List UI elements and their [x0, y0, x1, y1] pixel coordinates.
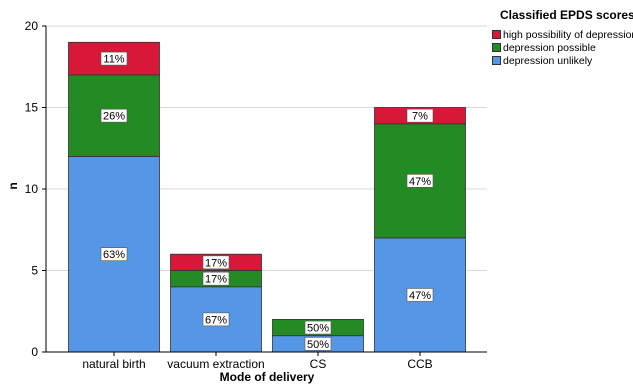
data-label-vacuum-extraction-high-possibility-of-depression: 17% — [205, 257, 227, 269]
data-label-vacuum-extraction-depression-possible: 17% — [205, 274, 227, 286]
legend-swatch-high-possibility — [492, 30, 501, 39]
x-tick-label-cs: CS — [310, 357, 327, 371]
data-label-natural-birth-high-possibility-of-depression: 11% — [103, 54, 124, 66]
y-tick-label-20: 20 — [25, 19, 39, 33]
legend-label-high-possibility: high possibility of depression — [503, 28, 633, 41]
x-tick-label-vacuum-extraction: vacuum extraction — [167, 357, 264, 371]
bar-segment-natural-birth-high-possibility-of-depression — [68, 41, 160, 76]
data-label-box-ccb-depression-unlikely — [406, 288, 434, 302]
data-label-box-natural-birth-depression-possible — [100, 108, 128, 123]
data-label-ccb-high-possibility-of-depression: 7% — [412, 111, 428, 123]
x-axis-title: Mode of delivery — [220, 370, 315, 384]
y-tick-label-5: 5 — [31, 264, 38, 278]
legend-swatch-depression-unlikely — [492, 56, 501, 65]
data-label-cs-depression-possible: 50% — [307, 323, 329, 335]
legend-item-depression-possible: depression possible — [492, 41, 632, 54]
bars — [68, 41, 466, 353]
data-label-box-vacuum-extraction-depression-possible — [202, 271, 230, 286]
data-label-box-natural-birth-high-possibility-of-depression — [100, 51, 128, 66]
legend-label-depression-unlikely: depression unlikely — [503, 54, 593, 67]
data-label-box-ccb-depression-possible — [406, 174, 434, 188]
data-label-box-cs-depression-possible — [304, 320, 332, 335]
legend-title: Classified EPDS scores — [500, 8, 633, 22]
data-label-box-cs-depression-unlikely — [304, 337, 332, 351]
y-tick-label-15: 15 — [25, 101, 39, 115]
data-label-box-natural-birth-depression-unlikely — [100, 247, 128, 261]
axes: 0 5 10 15 20 natural birth vacuum extraction CS… — [25, 19, 487, 371]
data-label-box-ccb-high-possibility-of-depression — [406, 108, 434, 123]
x-tick-label-ccb: CCB — [407, 357, 432, 371]
y-axis-title: n — [6, 182, 20, 189]
legend-item-depression-unlikely: depression unlikely — [492, 54, 632, 67]
data-label-box-vacuum-extraction-high-possibility-of-depression — [202, 255, 230, 270]
data-label-box-vacuum-extraction-depression-unlikely — [202, 312, 230, 327]
percent-labels: 63% 26% 11% 67% 17% 17% 50% 50% 47% 47% 7% — [100, 51, 434, 351]
legend-item-high-possibility: high possibility of depression — [492, 28, 633, 41]
data-label-ccb-depression-unlikely: 47% — [409, 290, 431, 302]
data-label-cs-depression-unlikely: 50% — [307, 339, 329, 351]
legend: Classified EPDS scores high possibility … — [492, 8, 633, 67]
data-label-ccb-depression-possible: 47% — [409, 176, 431, 188]
legend-swatch-depression-possible — [492, 43, 501, 52]
x-tick-label-natural-birth: natural birth — [82, 357, 145, 371]
y-tick-label-10: 10 — [25, 182, 39, 196]
data-label-vacuum-extraction-depression-unlikely: 67% — [205, 314, 227, 326]
data-label-natural-birth-depression-unlikely: 63% — [103, 249, 125, 261]
y-tick-label-0: 0 — [31, 345, 38, 359]
legend-label-depression-possible: depression possible — [503, 41, 596, 54]
data-label-natural-birth-depression-possible: 26% — [103, 111, 125, 123]
